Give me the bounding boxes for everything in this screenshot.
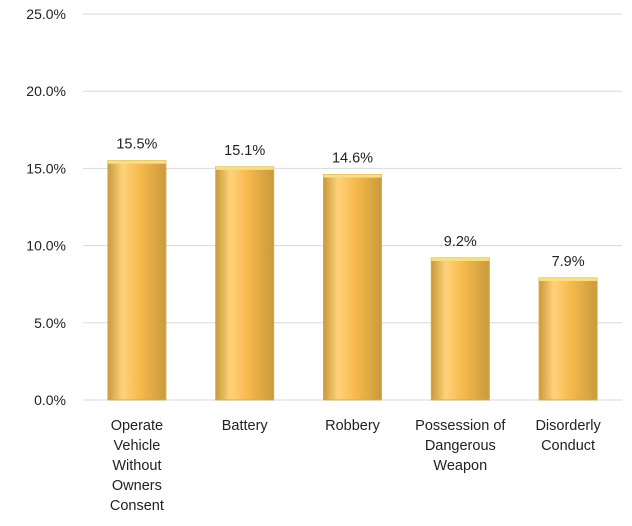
category-label-line: Conduct [541, 438, 595, 454]
data-label: 15.5% [116, 137, 157, 153]
category-label: Possession of Dangerous Weapon [415, 418, 506, 474]
x-axis-category-labels: Operate Vehicle Without Owners Consent Batter… [110, 418, 602, 514]
category-label-line: Consent [110, 498, 164, 514]
bar [323, 174, 382, 401]
data-label: 9.2% [444, 234, 477, 250]
bar-top-highlight [323, 174, 382, 178]
bars [107, 160, 598, 401]
y-axis-tick-labels: 0.0% 5.0% 10.0% 15.0% 20.0% 25.0% [26, 6, 66, 408]
data-label: 7.9% [552, 254, 585, 270]
y-tick-label: 5.0% [34, 315, 66, 331]
category-label: Battery [222, 418, 269, 434]
y-tick-label: 0.0% [34, 392, 66, 408]
y-tick-label: 15.0% [26, 160, 66, 176]
category-label-line: Robbery [325, 418, 381, 434]
y-tick-label: 20.0% [26, 83, 66, 99]
data-label: 14.6% [332, 151, 373, 167]
category-label-line: Battery [222, 418, 269, 434]
bar-top-highlight [539, 278, 598, 282]
bar-top-highlight [431, 257, 490, 261]
category-label-line: Without [112, 458, 161, 474]
category-label-line: Possession of [415, 418, 506, 434]
bar-top-highlight [107, 160, 166, 164]
category-label: Robbery [325, 418, 381, 434]
y-tick-label: 25.0% [26, 6, 66, 22]
category-label-line: Disorderly [535, 418, 601, 434]
bar [215, 166, 275, 401]
bar [430, 257, 490, 401]
data-label: 15.1% [224, 143, 265, 159]
y-tick-label: 10.0% [26, 238, 66, 254]
category-label-line: Vehicle [114, 438, 161, 454]
category-label: Disorderly Conduct [535, 418, 601, 454]
category-label-line: Weapon [433, 458, 487, 474]
category-label-line: Dangerous [425, 438, 496, 454]
bar [107, 160, 167, 401]
category-label-line: Owners [112, 478, 162, 494]
bar [538, 277, 598, 401]
bar-top-highlight [215, 166, 274, 170]
data-labels: 15.5% 15.1% 14.6% 9.2% 7.9% [116, 137, 584, 270]
category-label: Operate Vehicle Without Owners Consent [110, 418, 164, 514]
category-label-line: Operate [111, 418, 163, 434]
